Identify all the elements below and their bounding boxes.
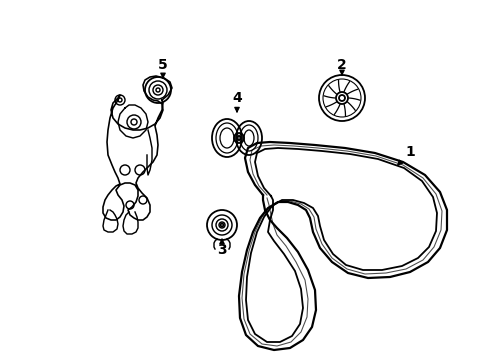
- Text: 5: 5: [158, 58, 167, 78]
- Text: 1: 1: [397, 145, 414, 165]
- Text: 4: 4: [232, 91, 242, 112]
- Text: 3: 3: [217, 239, 226, 257]
- Text: 2: 2: [336, 58, 346, 75]
